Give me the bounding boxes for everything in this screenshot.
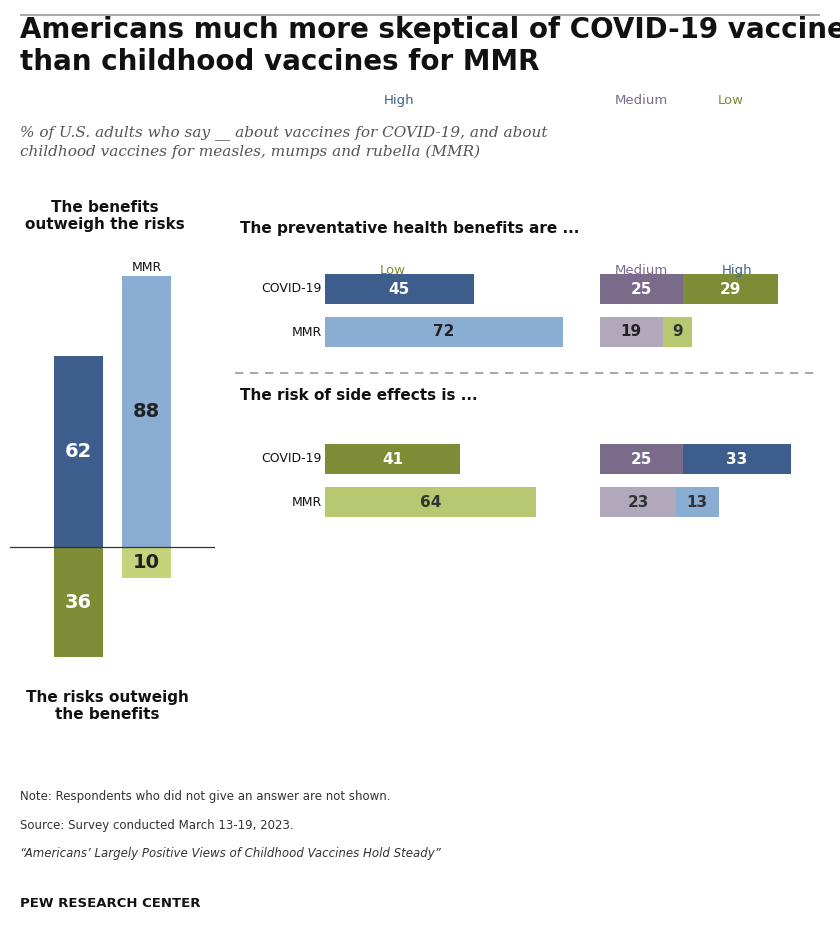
Bar [600, 444, 683, 474]
Text: High: High [384, 94, 415, 108]
Bar [600, 274, 683, 305]
Bar [122, 546, 171, 578]
Bar [122, 276, 171, 546]
Text: Note: Respondents who did not give an answer are not shown.: Note: Respondents who did not give an an… [20, 790, 391, 803]
Bar [663, 317, 692, 347]
Bar [325, 317, 563, 347]
Text: 45: 45 [389, 282, 410, 296]
Bar [54, 356, 103, 546]
Text: Source: Survey conducted March 13-19, 2023.: Source: Survey conducted March 13-19, 20… [20, 819, 294, 832]
Text: 19: 19 [621, 325, 642, 340]
Text: 23: 23 [627, 494, 648, 509]
Text: High: High [722, 264, 753, 277]
Text: COVID-19: COVID-19 [261, 452, 322, 466]
Text: The benefits
outweigh the risks: The benefits outweigh the risks [25, 200, 185, 232]
Text: 64: 64 [420, 494, 441, 509]
Text: Low: Low [717, 94, 743, 108]
Text: % of U.S. adults who say __ about vaccines for COVID-19, and about
childhood vac: % of U.S. adults who say __ about vaccin… [20, 125, 548, 159]
Text: The risk of side effects is ...: The risk of side effects is ... [240, 388, 478, 404]
Bar [325, 274, 474, 305]
Bar [683, 444, 791, 474]
Text: PEW RESEARCH CENTER: PEW RESEARCH CENTER [20, 897, 201, 909]
Text: 62: 62 [65, 442, 92, 461]
Text: 41: 41 [382, 451, 403, 466]
Text: 10: 10 [134, 553, 160, 571]
Text: 25: 25 [631, 282, 652, 296]
Bar [54, 546, 103, 658]
Text: Medium: Medium [615, 264, 668, 277]
Text: 33: 33 [727, 451, 748, 466]
Text: Medium: Medium [615, 94, 668, 108]
Bar [683, 274, 778, 305]
Text: 88: 88 [133, 402, 160, 421]
Bar [676, 486, 719, 517]
Text: MMR: MMR [291, 326, 322, 339]
Bar [325, 486, 536, 517]
Text: 29: 29 [720, 282, 741, 296]
Bar [325, 444, 460, 474]
Bar [600, 486, 676, 517]
Bar [600, 317, 663, 347]
Text: 13: 13 [687, 494, 708, 509]
Text: 36: 36 [65, 592, 92, 611]
Text: “Americans’ Largely Positive Views of Childhood Vaccines Hold Steady”: “Americans’ Largely Positive Views of Ch… [20, 847, 441, 861]
Text: 9: 9 [672, 325, 683, 340]
Text: 72: 72 [433, 325, 454, 340]
Text: MMR: MMR [132, 261, 162, 274]
Text: Low: Low [380, 264, 406, 277]
Text: The risks outweigh
the benefits: The risks outweigh the benefits [26, 690, 189, 723]
Text: 25: 25 [631, 451, 652, 466]
Text: COVID-19: COVID-19 [261, 283, 322, 295]
Text: The preventative health benefits are ...: The preventative health benefits are ... [240, 221, 580, 235]
Text: MMR: MMR [291, 495, 322, 508]
Text: Americans much more skeptical of COVID-19 vaccines
than childhood vaccines for M: Americans much more skeptical of COVID-1… [20, 16, 840, 76]
